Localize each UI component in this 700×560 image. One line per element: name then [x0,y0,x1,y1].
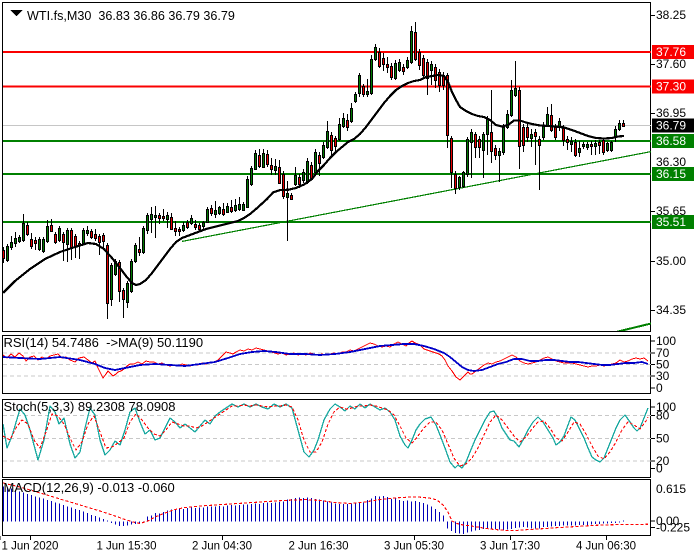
svg-text:36.79: 36.79 [656,119,686,133]
svg-text:20: 20 [656,454,670,468]
svg-text:RSI(14) 54.7486 ->MA(9) 50.11: RSI(14) 54.7486 ->MA(9) 50.1190 [4,335,204,350]
svg-text:36.95: 36.95 [656,106,686,120]
svg-text:50: 50 [656,431,670,445]
svg-text:37.60: 37.60 [656,57,686,71]
svg-text:30: 30 [656,369,670,383]
svg-text:100: 100 [656,400,676,414]
svg-text:0: 0 [656,462,663,476]
svg-text:0: 0 [656,381,663,395]
svg-text:80: 80 [656,408,670,422]
svg-text:36.30: 36.30 [656,155,686,169]
svg-text:Stoch(5,3,3) 89.2308 78.0908: Stoch(5,3,3) 89.2308 78.0908 [4,399,176,414]
svg-text:35.00: 35.00 [656,254,686,268]
svg-text:WTI.fs,M30 36.83 36.86 36.79: WTI.fs,M30 36.83 36.86 36.79 36.79 [27,9,235,23]
svg-text:3 Jun 17:30: 3 Jun 17:30 [480,541,540,553]
svg-text:0.615: 0.615 [656,482,686,496]
svg-text:1 Jun 15:30: 1 Jun 15:30 [96,541,156,553]
svg-text:MACD(12,26,9) -0.013 -0.060: MACD(12,26,9) -0.013 -0.060 [4,480,175,495]
svg-text:70: 70 [656,346,670,360]
svg-text:34.35: 34.35 [656,303,686,317]
svg-text:35.51: 35.51 [656,215,686,229]
svg-text:37.76: 37.76 [656,45,686,59]
svg-text:38.25: 38.25 [656,8,686,22]
svg-text:0.00: 0.00 [656,514,680,528]
svg-text:1 Jun 2020: 1 Jun 2020 [2,541,59,553]
svg-text:35.65: 35.65 [656,204,686,218]
svg-text:2 Jun 04:30: 2 Jun 04:30 [192,541,252,553]
svg-text:36.15: 36.15 [656,167,686,181]
svg-text:2 Jun 16:30: 2 Jun 16:30 [288,541,348,553]
svg-text:-0.225: -0.225 [656,521,690,535]
svg-text:36.58: 36.58 [656,134,686,148]
svg-text:4 Jun 06:30: 4 Jun 06:30 [576,541,636,553]
svg-text:37.30: 37.30 [656,80,686,94]
svg-text:3 Jun 05:30: 3 Jun 05:30 [384,541,444,553]
svg-text:50: 50 [656,358,670,372]
svg-text:100: 100 [656,334,676,348]
